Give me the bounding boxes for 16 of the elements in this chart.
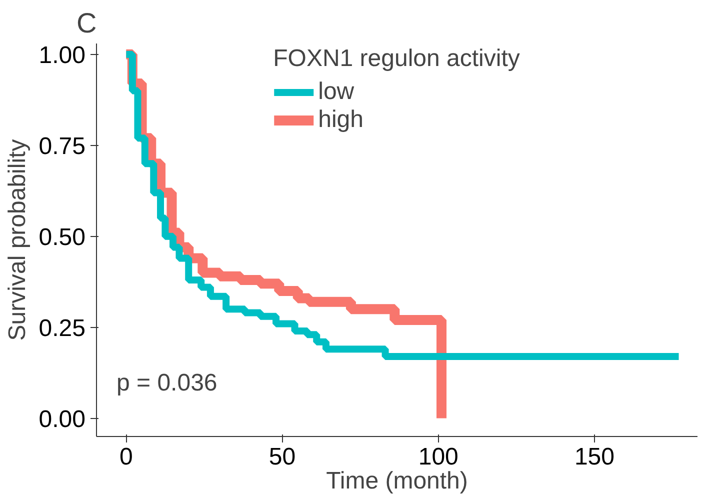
x-tick-label: 150 bbox=[574, 444, 614, 470]
y-tick-label: 0.00 bbox=[38, 406, 86, 433]
annotation: p = 0.036 bbox=[116, 370, 218, 396]
x-axis-title: Time (month) bbox=[326, 468, 468, 494]
chart-title: C bbox=[76, 8, 97, 38]
y-tick-label: 1.00 bbox=[38, 42, 86, 69]
x-tick-label: 50 bbox=[268, 444, 296, 470]
x-tick-label: 100 bbox=[418, 444, 458, 470]
legend-label: high bbox=[318, 106, 364, 134]
y-tick-label: 0.50 bbox=[38, 224, 86, 251]
y-axis-title: Survival probability bbox=[4, 139, 31, 341]
x-tick-label: 0 bbox=[119, 444, 133, 470]
legend-title: FOXN1 regulon activity bbox=[273, 45, 520, 73]
y-tick-label: 0.25 bbox=[38, 314, 86, 342]
legend-label: low bbox=[318, 78, 354, 106]
y-tick-label: 0.75 bbox=[38, 132, 86, 160]
